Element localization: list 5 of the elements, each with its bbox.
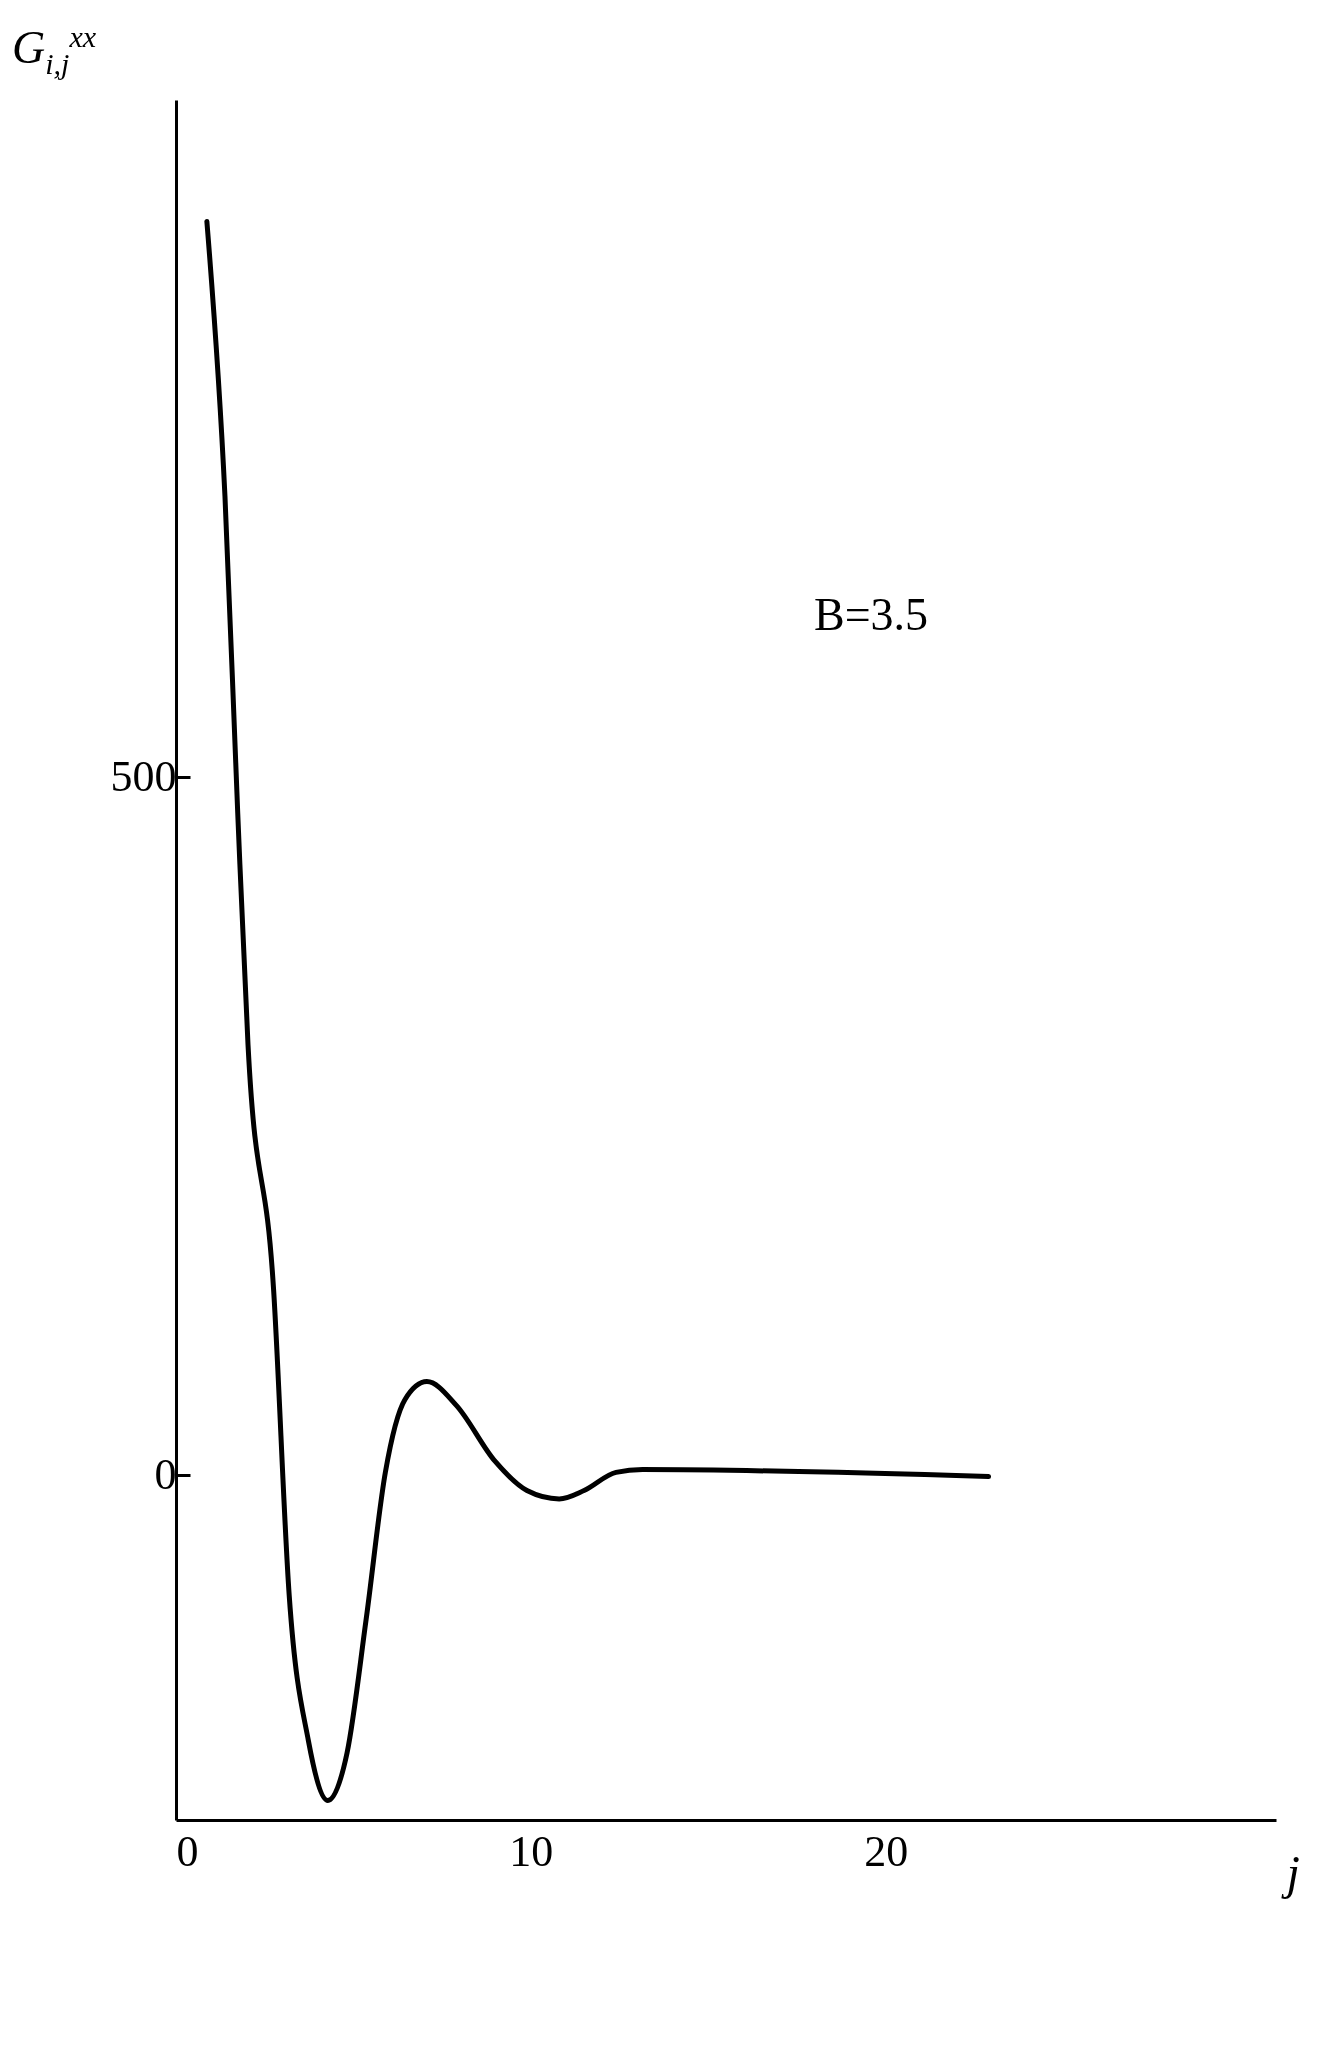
x-axis-title: j — [1280, 1845, 1300, 1899]
annotation: B=3.5 — [814, 589, 929, 640]
x-tick-label: 20 — [864, 1826, 909, 1876]
x-tick-label: 10 — [509, 1826, 554, 1876]
y-tick-label: 500 — [110, 751, 177, 801]
